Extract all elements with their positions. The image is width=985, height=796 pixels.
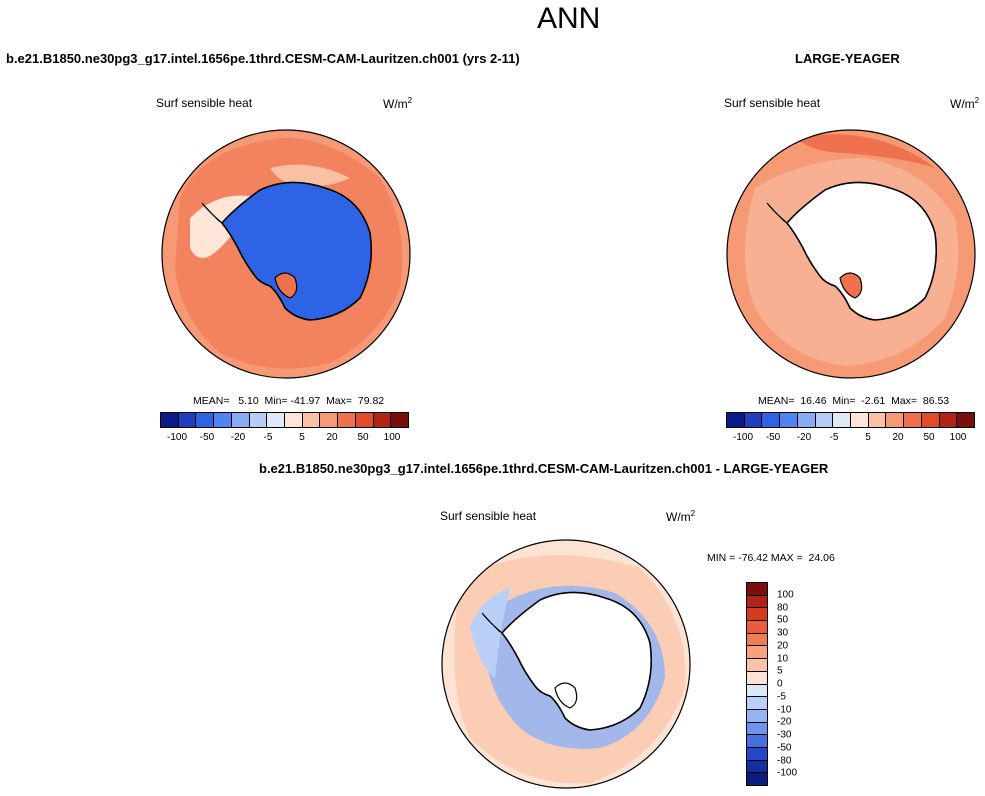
panel1-tick: -20 bbox=[230, 432, 246, 443]
panel2-tick: -20 bbox=[796, 432, 812, 443]
panel3-tick: -20 bbox=[777, 716, 792, 728]
figure-title: ANN bbox=[537, 2, 601, 35]
panel3-tick: 50 bbox=[777, 614, 789, 626]
panel2-colorbar-labels: -100 -50 -20 -5 5 20 50 100 bbox=[726, 432, 975, 446]
panel1-ice-shelf bbox=[274, 272, 298, 299]
panel3-peninsula bbox=[481, 612, 503, 634]
panel3-polar-map bbox=[441, 539, 691, 789]
panel1-tick: 20 bbox=[326, 432, 338, 443]
panel2-colorbar bbox=[726, 412, 975, 428]
panel2-tick: 20 bbox=[892, 432, 904, 443]
panel3-tick: -100 bbox=[777, 767, 798, 779]
panel3-tick: -10 bbox=[777, 704, 792, 715]
panel1-tick: 5 bbox=[299, 432, 305, 443]
panel3-units-label: W/m2 bbox=[666, 509, 696, 524]
panel2-variable-label: Surf sensible heat bbox=[724, 96, 821, 110]
panel2-antarctica bbox=[785, 181, 938, 321]
panel3-colorbar bbox=[746, 582, 768, 786]
panel1-tick: -100 bbox=[166, 432, 188, 443]
panel1-stats: MEAN= 5.10 Min= -41.97 Max= 79.82 bbox=[193, 395, 385, 407]
panel3-tick: -50 bbox=[777, 742, 792, 754]
panel2-tick: 50 bbox=[923, 432, 935, 443]
panel1-cool-patch-2 bbox=[270, 164, 350, 187]
panel2-case-title: LARGE-YEAGER bbox=[795, 51, 900, 66]
panel3-tick: 30 bbox=[777, 627, 789, 639]
panel2-tick: 100 bbox=[949, 432, 967, 443]
panel2-tick: 5 bbox=[865, 432, 871, 443]
panel2-polar-map bbox=[726, 129, 976, 379]
panel3-tick: -80 bbox=[777, 755, 792, 766]
panel2-warm-band bbox=[795, 134, 935, 168]
panel3-ice-shelf bbox=[554, 682, 578, 709]
panel3-tick: 5 bbox=[777, 665, 783, 677]
panel3-variable-label: Surf sensible heat bbox=[440, 509, 537, 523]
panel3-neg-light bbox=[470, 588, 510, 678]
panel1-tick: -5 bbox=[263, 432, 273, 443]
panel1-variable-label: Surf sensible heat bbox=[156, 96, 253, 110]
panel2-stats: MEAN= 16.46 Min= -2.61 Max= 86.53 bbox=[758, 395, 950, 407]
panel1-units-label: W/m2 bbox=[383, 96, 413, 111]
panel1-tick: 50 bbox=[357, 432, 369, 443]
panel3-antarctica bbox=[500, 591, 653, 731]
panel3-case-title: b.e21.B1850.ne30pg3_g17.intel.1656pe.1th… bbox=[259, 461, 829, 476]
panel1-peninsula bbox=[201, 202, 223, 224]
panel1-colorbar-labels: -100 -50 -20 -5 5 20 50 100 bbox=[160, 432, 409, 446]
panel3-tick: 0 bbox=[777, 678, 783, 690]
panel3-tick: 100 bbox=[777, 589, 794, 601]
panel1-antarctica bbox=[220, 181, 373, 321]
panel2-tick: -5 bbox=[829, 432, 839, 443]
panel3-tick: 20 bbox=[777, 640, 789, 652]
panel3-tick: -5 bbox=[777, 691, 786, 703]
panel1-case-title: b.e21.B1850.ne30pg3_g17.intel.1656pe.1th… bbox=[6, 51, 520, 66]
panel1-tick: 100 bbox=[383, 432, 401, 443]
panel3-tick: 10 bbox=[777, 653, 789, 664]
panel2-units-label: W/m2 bbox=[950, 96, 980, 111]
panel3-tick: 80 bbox=[777, 602, 789, 613]
panel2-peninsula bbox=[766, 202, 788, 224]
panel1-colorbar bbox=[160, 412, 409, 428]
panel2-tick: -50 bbox=[765, 432, 781, 443]
panel3-tick: -30 bbox=[777, 729, 792, 741]
panel3-stats: MIN = -76.42 MAX = 24.06 bbox=[707, 552, 835, 564]
panel1-polar-map bbox=[161, 129, 411, 379]
panel2-ice-shelf bbox=[839, 272, 863, 299]
panel2-tick: -100 bbox=[732, 432, 754, 443]
panel1-tick: -50 bbox=[199, 432, 215, 443]
panel3-colorbar-labels: 100 80 50 30 20 10 5 0 -5 -10 -20 -30 -5… bbox=[777, 582, 817, 786]
